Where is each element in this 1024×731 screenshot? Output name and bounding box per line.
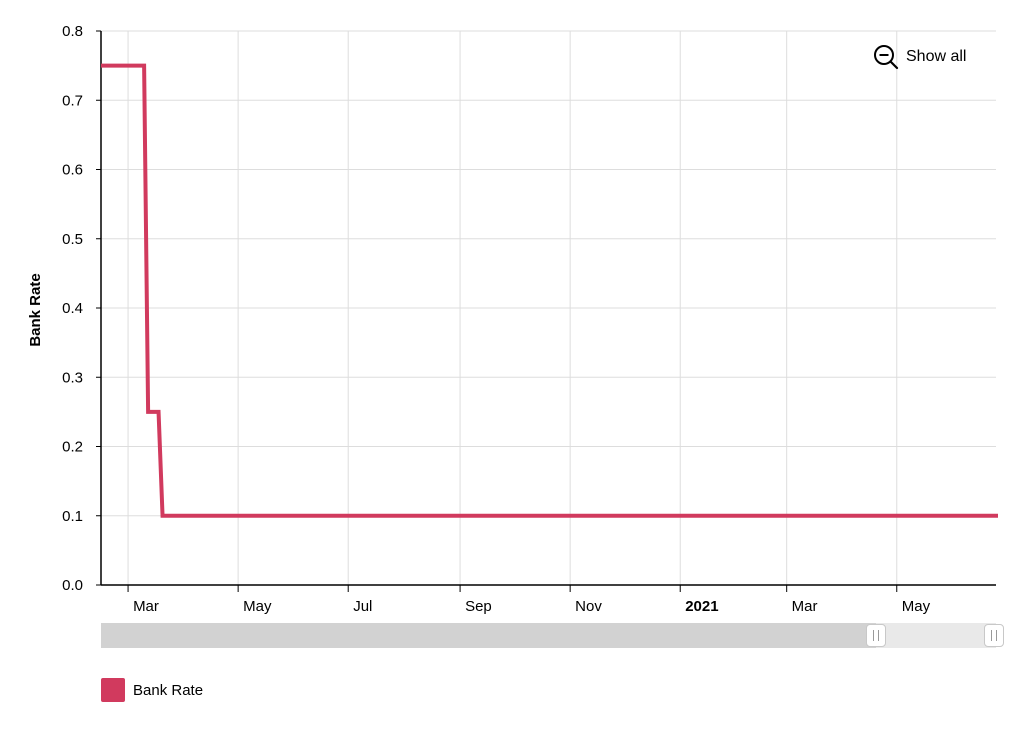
legend-item-bank-rate[interactable]: Bank Rate — [101, 678, 203, 702]
y-axis-ticks: 0.0 0.1 0.2 0.3 0.4 0.5 0.6 0.7 0.8 — [62, 23, 101, 594]
x-tick-label: Nov — [575, 598, 602, 615]
x-tick-label: May — [243, 598, 272, 615]
y-tick-label: 0.6 — [62, 162, 83, 179]
x-tick-label: 2021 — [685, 598, 718, 615]
show-all-label: Show all — [906, 48, 967, 65]
legend-label: Bank Rate — [133, 681, 204, 699]
series-line-0 — [101, 63, 998, 518]
zoom-out-icon — [874, 45, 899, 70]
y-tick-label: 0.7 — [62, 92, 83, 109]
y-tick-label: 0.5 — [62, 231, 83, 248]
y-tick-label: 0.1 — [62, 508, 83, 525]
grid-lines — [101, 30, 996, 585]
y-tick-label: 0.2 — [62, 439, 83, 456]
y-tick-label: 0.4 — [62, 300, 83, 317]
range-scrollbar[interactable] — [101, 623, 1004, 648]
scrollbar-selected-range[interactable] — [101, 623, 877, 648]
y-tick-label: 0.3 — [62, 369, 83, 386]
x-tick-label: Mar — [133, 598, 159, 615]
scrollbar-end-grip[interactable] — [984, 624, 1004, 647]
y-axis-label: Bank Rate — [27, 273, 44, 346]
legend-swatch — [101, 678, 125, 702]
x-tick-label: Mar — [792, 598, 818, 615]
y-tick-label: 0.0 — [62, 577, 83, 594]
show-all-button[interactable]: Show all — [872, 42, 966, 72]
scrollbar-start-grip[interactable] — [866, 624, 887, 647]
x-tick-label: Jul — [353, 598, 372, 615]
x-tick-label: Sep — [465, 598, 492, 615]
series-layer — [101, 63, 998, 518]
x-axis-ticks: Mar May Jul Sep Nov 2021 Mar May — [127, 585, 931, 615]
x-tick-label: May — [902, 598, 931, 615]
y-tick-label: 0.8 — [62, 23, 83, 40]
